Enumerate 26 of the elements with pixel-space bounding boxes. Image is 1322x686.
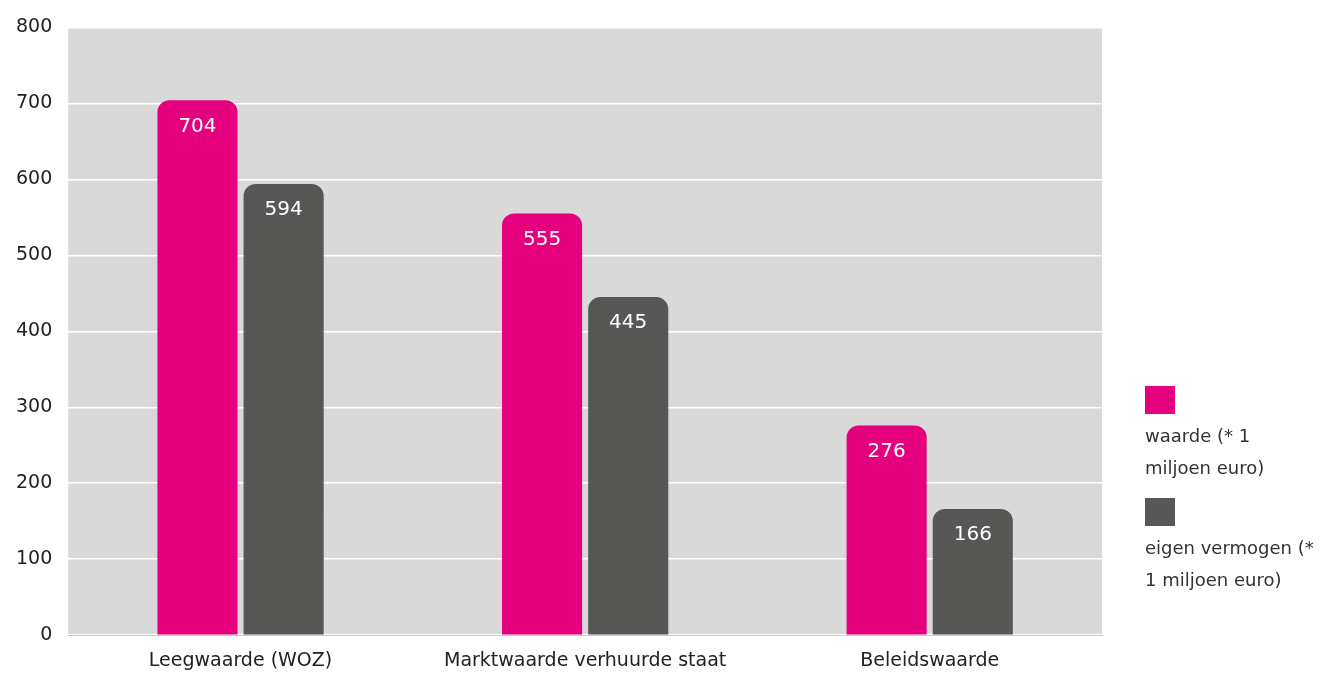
y-tick-label: 400 [16,318,53,341]
y-tick-label: 200 [16,470,53,493]
bar [502,213,583,635]
y-tick-label: 500 [16,242,53,265]
x-tick-label: Beleidswaarde [860,647,1000,670]
legend-label: waarde (* 1 miljoen euro) [1145,424,1266,480]
y-tick-label: 100 [16,546,53,569]
y-tick-label: 300 [16,394,53,417]
y-tick-label: 800 [16,14,53,37]
y-tick-label: 600 [16,166,53,189]
bar [157,100,238,635]
y-tick-label: 700 [16,90,53,113]
y-tick-label: 0 [40,622,53,645]
data-label: 166 [953,521,992,546]
data-label: 276 [867,437,906,462]
legend-label: eigen vermogen (* 1 miljoen euro) [1145,536,1315,592]
data-label: 594 [264,196,303,221]
x-tick-label: Leegwaarde (WOZ) [148,647,333,670]
bar [932,509,1013,635]
bar [846,425,927,635]
data-label: 555 [522,225,562,250]
x-tick-label: Marktwaarde verhuurde staat [443,647,727,670]
data-label: 445 [609,309,648,334]
bar [588,297,669,635]
bar [243,183,324,635]
data-label: 704 [178,112,217,137]
